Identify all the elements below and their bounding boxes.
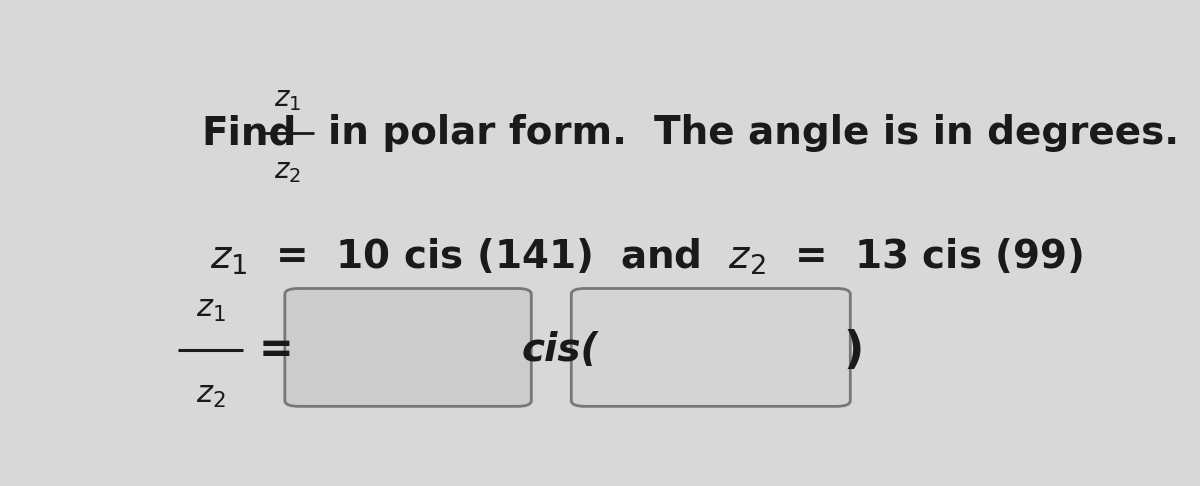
Text: $z_1$: $z_1$ [196, 295, 226, 324]
Text: Find: Find [202, 114, 296, 152]
Text: =: = [258, 329, 293, 371]
Text: $z_1$  =  10 cis (141)  and  $z_2$  =  13 cis (99): $z_1$ = 10 cis (141) and $z_2$ = 13 cis … [210, 237, 1084, 277]
Text: cis(: cis( [522, 331, 599, 369]
Text: in polar form.  The angle is in degrees.: in polar form. The angle is in degrees. [328, 114, 1178, 152]
FancyBboxPatch shape [571, 289, 851, 406]
Text: $z_1$: $z_1$ [274, 86, 301, 114]
FancyBboxPatch shape [284, 289, 532, 406]
Text: $z_2$: $z_2$ [274, 156, 301, 185]
Text: $z_2$: $z_2$ [196, 381, 226, 410]
Text: ): ) [844, 329, 864, 372]
